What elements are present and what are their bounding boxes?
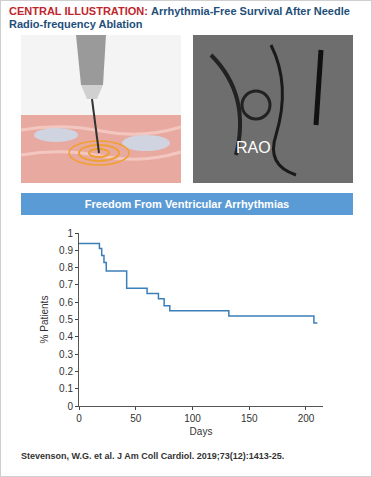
svg-text:0.5: 0.5 [59, 314, 73, 325]
svg-text:0.4: 0.4 [59, 331, 73, 342]
svg-text:0.7: 0.7 [59, 279, 73, 290]
svg-text:1: 1 [67, 228, 73, 239]
html-text:Stevenson, W.G. et al. J Am Co: Stevenson, W.G. et al. J Am Coll Cardiol… [21, 451, 285, 461]
svg-text:50: 50 [130, 413, 142, 424]
svg-text:0.6: 0.6 [59, 297, 73, 308]
svg-text:0.1: 0.1 [59, 383, 73, 394]
svg-text:Days: Days [190, 426, 213, 437]
svg-text:0.8: 0.8 [59, 262, 73, 273]
svg-text:% Patients: % Patients [39, 296, 50, 344]
svg-text:0.2: 0.2 [59, 366, 73, 377]
svg-text:RAO: RAO [236, 139, 271, 156]
svg-text:0: 0 [67, 401, 73, 412]
html-text:CENTRAL ILLUSTRATION: Arrhythm: CENTRAL ILLUSTRATION: Arrhythmia-Free Su… [9, 5, 350, 30]
html-text:Freedom From Ventricular Arrhy: Freedom From Ventricular Arrhythmias [84, 198, 290, 210]
svg-text:0.9: 0.9 [59, 245, 73, 256]
svg-text:0: 0 [76, 413, 82, 424]
svg-text:200: 200 [298, 413, 315, 424]
svg-text:150: 150 [241, 413, 258, 424]
svg-text:0.3: 0.3 [59, 349, 73, 360]
svg-text:100: 100 [184, 413, 201, 424]
